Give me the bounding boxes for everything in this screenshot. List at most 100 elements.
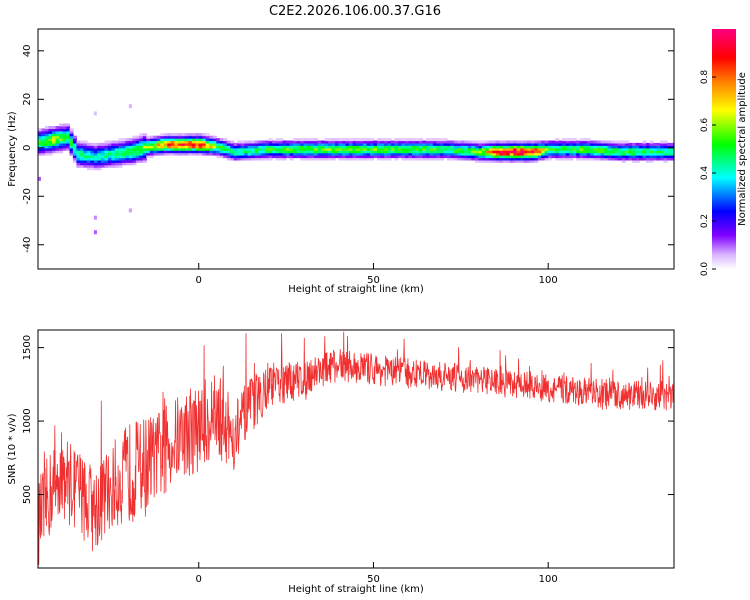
spectrogram-cell <box>366 140 371 144</box>
spectrogram-cell <box>265 147 270 151</box>
spectrogram-cell <box>52 130 57 134</box>
spectrogram-cell <box>191 142 196 146</box>
spectrogram-cell <box>359 155 364 159</box>
spectrogram-cell <box>55 128 60 132</box>
spectrogram-cell <box>373 150 378 154</box>
spectrogram-cell <box>139 159 144 163</box>
spectrogram-cell <box>202 133 207 137</box>
spectrogram-cell <box>390 152 395 156</box>
spectrogram-cell <box>352 142 357 146</box>
spectrogram-cell <box>219 138 224 142</box>
spectrogram-cell <box>45 133 50 137</box>
spectrogram-cell <box>642 152 647 156</box>
spectrogram-cell <box>446 150 451 154</box>
spectrogram-cell <box>359 152 364 156</box>
spectrogram-cell <box>163 147 168 151</box>
spectrogram-cell <box>153 145 158 149</box>
spectrogram-cell <box>583 155 588 159</box>
spectrogram-cell <box>478 155 483 159</box>
spectrogram-cell <box>142 147 147 151</box>
spectrogram-cell <box>307 145 312 149</box>
spectrogram-cell <box>425 155 430 159</box>
spectrogram-cell <box>618 147 623 151</box>
spectrogram-cell <box>335 142 340 146</box>
spectrogram-cell <box>544 142 549 146</box>
spectrogram-cell <box>230 157 235 161</box>
spectrogram-cell <box>86 155 91 159</box>
spectrogram-cell <box>474 147 479 151</box>
spectrogram-cell <box>254 157 259 161</box>
spectrogram-cell <box>303 157 308 161</box>
spectrogram-cell <box>555 152 560 156</box>
spectrogram-cell <box>167 138 172 142</box>
spectrogram-cell <box>352 140 357 144</box>
spectrogram-cell <box>464 140 469 144</box>
spectrogram-cell <box>541 142 546 146</box>
spectrogram-cell <box>485 152 490 156</box>
spectrogram-cell <box>667 150 672 154</box>
spectrogram-cell <box>79 155 84 159</box>
spectrogram-cell <box>359 145 364 149</box>
spectrogram-cell <box>191 133 196 137</box>
spectrogram-cell <box>649 157 654 161</box>
spectrogram-cell <box>370 145 375 149</box>
spectrogram-cell <box>258 140 263 144</box>
spectrogram-cell <box>121 142 126 146</box>
spectrogram-cell <box>212 138 217 142</box>
spectrogram-cell <box>660 147 665 151</box>
spectrogram-cell <box>390 145 395 149</box>
spectrogram-cell <box>363 138 368 142</box>
spectrogram-cell <box>593 150 598 154</box>
spectrogram-cell <box>142 140 147 144</box>
spectrogram-cell <box>611 157 616 161</box>
spectrogram-cell <box>523 155 528 159</box>
spectrogram-cell <box>38 142 43 146</box>
spectrogram-cell <box>509 150 514 154</box>
spectrogram-cell <box>83 150 88 154</box>
spectrogram-cell <box>48 138 53 142</box>
spectrogram-cell <box>593 157 598 161</box>
spectrogram-cell <box>586 150 591 154</box>
spectrogram-cell <box>548 157 553 161</box>
spectrogram-cell <box>121 145 126 149</box>
spectrogram-cell <box>76 159 81 163</box>
spectrogram-cell <box>41 142 46 146</box>
spectrogram-cell <box>432 157 437 161</box>
spectrogram-cell <box>520 142 525 146</box>
spectrogram-cell <box>485 147 490 151</box>
spectrogram-cell <box>380 140 385 144</box>
spectrogram-cell <box>537 142 542 146</box>
spectrogram-cell <box>174 142 179 146</box>
spectrogram-cell <box>457 142 462 146</box>
spectrogram-cell <box>93 159 98 163</box>
spectrogram-cell <box>107 140 112 144</box>
spectrogram-cell <box>52 128 57 132</box>
spectrogram-cell <box>345 138 350 142</box>
spectrogram-cell <box>184 152 189 156</box>
spectrogram-cell <box>195 145 200 149</box>
spectrogram-cell <box>38 138 43 142</box>
spectrogram-cell <box>181 152 186 156</box>
spectrogram-cell <box>83 159 88 163</box>
spectrogram-cell <box>160 145 165 149</box>
spectrogram-cell <box>59 150 64 154</box>
spectrogram-cell <box>387 155 392 159</box>
spectrogram-cell <box>450 152 455 156</box>
spectrogram-cell <box>66 138 71 142</box>
spectrogram-cell <box>583 157 588 161</box>
spectrogram-cell <box>363 150 368 154</box>
spectrogram-cell <box>394 152 399 156</box>
spectrogram-cell <box>432 147 437 151</box>
spectrogram-cell <box>146 140 151 144</box>
spectrogram-cell <box>373 142 378 146</box>
spectrogram-cell <box>474 159 479 163</box>
spectrogram-cell <box>530 155 535 159</box>
spectrogram-cell <box>331 138 336 142</box>
spectrogram-cell <box>342 140 347 144</box>
spectrogram-cell <box>401 138 406 142</box>
spectrogram-cell <box>359 140 364 144</box>
spectrogram-cell <box>380 152 385 156</box>
spectrogram-cell <box>450 155 455 159</box>
